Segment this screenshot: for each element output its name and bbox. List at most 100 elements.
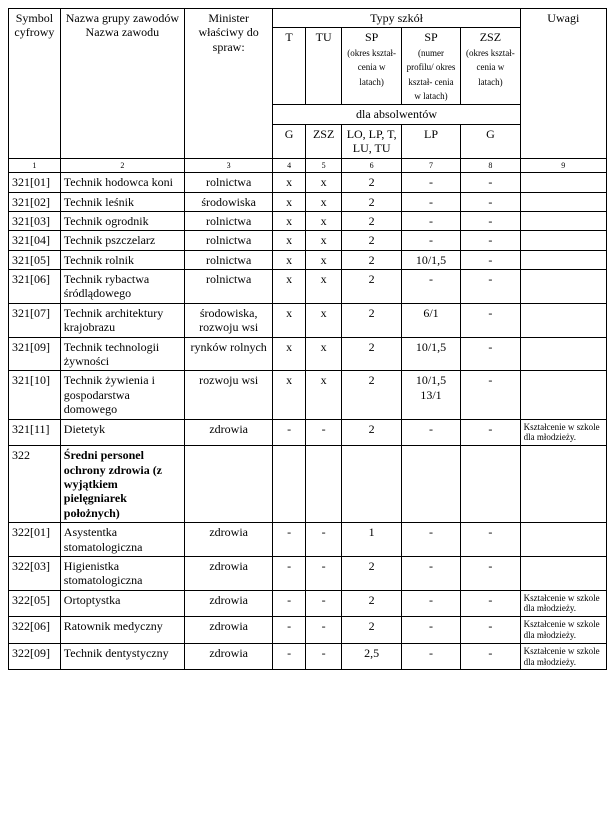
cell: x	[273, 371, 305, 419]
cell: x	[305, 192, 342, 211]
header-minister: Minister właściwy do spraw:	[184, 9, 273, 159]
cell: -	[305, 523, 342, 557]
cell: 321[09]	[9, 337, 61, 371]
cell: -	[305, 617, 342, 644]
cell: Technik żywienia i gospodarstwa domowego	[60, 371, 184, 419]
cell: 321[11]	[9, 419, 61, 446]
cell: 1	[342, 523, 401, 557]
cell: Technik technologii żywności	[60, 337, 184, 371]
cell: -	[305, 590, 342, 617]
cell	[520, 250, 606, 269]
colnum-5: 5	[305, 158, 342, 173]
cell: -	[401, 173, 460, 192]
cell: -	[461, 643, 520, 670]
table-row: 322[01]Asystentka stomatologicznazdrowia…	[9, 523, 607, 557]
cell: Średni personel ochrony zdrowia (z wyjąt…	[60, 446, 184, 523]
cell: 2	[342, 337, 401, 371]
header-sp2: SP (numer profilu/ okres kształ- cenia w…	[401, 28, 460, 105]
header-name: Nazwa grupy zawodów Nazwa zawodu	[60, 9, 184, 159]
colnum-7: 7	[401, 158, 460, 173]
cell	[520, 192, 606, 211]
cell	[520, 231, 606, 250]
header-sp1: SP (okres kształ- cenia w latach)	[342, 28, 401, 105]
table-row: 322[06]Ratownik medycznyzdrowia--2--Kszt…	[9, 617, 607, 644]
cell: 2	[342, 270, 401, 304]
cell: rynków rolnych	[184, 337, 273, 371]
cell	[520, 211, 606, 230]
cell: zdrowia	[184, 556, 273, 590]
cell: x	[305, 211, 342, 230]
cell	[520, 446, 606, 523]
cell: -	[461, 556, 520, 590]
cell: -	[401, 556, 460, 590]
cell: Kształcenie w szkole dla młodzieży.	[520, 590, 606, 617]
cell: x	[273, 250, 305, 269]
table-row: 322Średni personel ochrony zdrowia (z wy…	[9, 446, 607, 523]
cell	[184, 446, 273, 523]
cell	[520, 303, 606, 337]
cell	[342, 446, 401, 523]
cell: 321[10]	[9, 371, 61, 419]
cell: x	[273, 270, 305, 304]
table-row: 321[01]Technik hodowca konirolnictwaxx2-…	[9, 173, 607, 192]
cell	[461, 446, 520, 523]
cell: -	[461, 211, 520, 230]
colnum-3: 3	[184, 158, 273, 173]
cell: 6/1	[401, 303, 460, 337]
header-lp: LP	[401, 124, 460, 158]
cell: zdrowia	[184, 617, 273, 644]
cell: 322[01]	[9, 523, 61, 557]
cell	[305, 446, 342, 523]
cell: x	[273, 211, 305, 230]
cell: -	[273, 643, 305, 670]
table-row: 322[09]Technik dentystycznyzdrowia--2,5-…	[9, 643, 607, 670]
cell: -	[461, 590, 520, 617]
cell	[273, 446, 305, 523]
cell: 321[07]	[9, 303, 61, 337]
cell	[520, 523, 606, 557]
cell: -	[273, 590, 305, 617]
table-row: 321[05]Technik rolnikrolnictwaxx210/1,5-	[9, 250, 607, 269]
cell: 2	[342, 556, 401, 590]
cell: -	[401, 270, 460, 304]
header-zsz2: ZSZ	[305, 124, 342, 158]
table-row: 321[11]Dietetykzdrowia--2--Kształcenie w…	[9, 419, 607, 446]
cell: 2,5	[342, 643, 401, 670]
cell	[520, 270, 606, 304]
table-row: 321[06]Technik rybactwa śródlądowegoroln…	[9, 270, 607, 304]
table-row: 321[10]Technik żywienia i gospodarstwa d…	[9, 371, 607, 419]
cell: x	[305, 371, 342, 419]
cell: -	[461, 419, 520, 446]
cell: -	[401, 192, 460, 211]
cell: 322[06]	[9, 617, 61, 644]
cell: 2	[342, 371, 401, 419]
header-g1: G	[273, 124, 305, 158]
cell: 321[06]	[9, 270, 61, 304]
cell: 322[03]	[9, 556, 61, 590]
cell: x	[273, 173, 305, 192]
cell: 321[01]	[9, 173, 61, 192]
cell: x	[305, 173, 342, 192]
cell: Technik hodowca koni	[60, 173, 184, 192]
header-dla-abs: dla absolwentów	[273, 105, 520, 124]
colnum-1: 1	[9, 158, 61, 173]
header-symbol: Symbol cyfrowy	[9, 9, 61, 159]
cell: 10/1,5	[401, 250, 460, 269]
cell: Technik rolnik	[60, 250, 184, 269]
cell: Kształcenie w szkole dla młodzieży.	[520, 643, 606, 670]
cell: 2	[342, 419, 401, 446]
cell: Technik pszczelarz	[60, 231, 184, 250]
cell: środowiska, rozwoju wsi	[184, 303, 273, 337]
colnum-8: 8	[461, 158, 520, 173]
table-row: 321[07]Technik architektury krajobrazuśr…	[9, 303, 607, 337]
cell: Technik rybactwa śródlądowego	[60, 270, 184, 304]
cell: Technik ogrodnik	[60, 211, 184, 230]
cell: 2	[342, 231, 401, 250]
cell: -	[305, 556, 342, 590]
cell	[520, 337, 606, 371]
colnum-9: 9	[520, 158, 606, 173]
header-uwagi: Uwagi	[520, 9, 606, 159]
cell: środowiska	[184, 192, 273, 211]
cell	[520, 371, 606, 419]
cell: x	[273, 337, 305, 371]
